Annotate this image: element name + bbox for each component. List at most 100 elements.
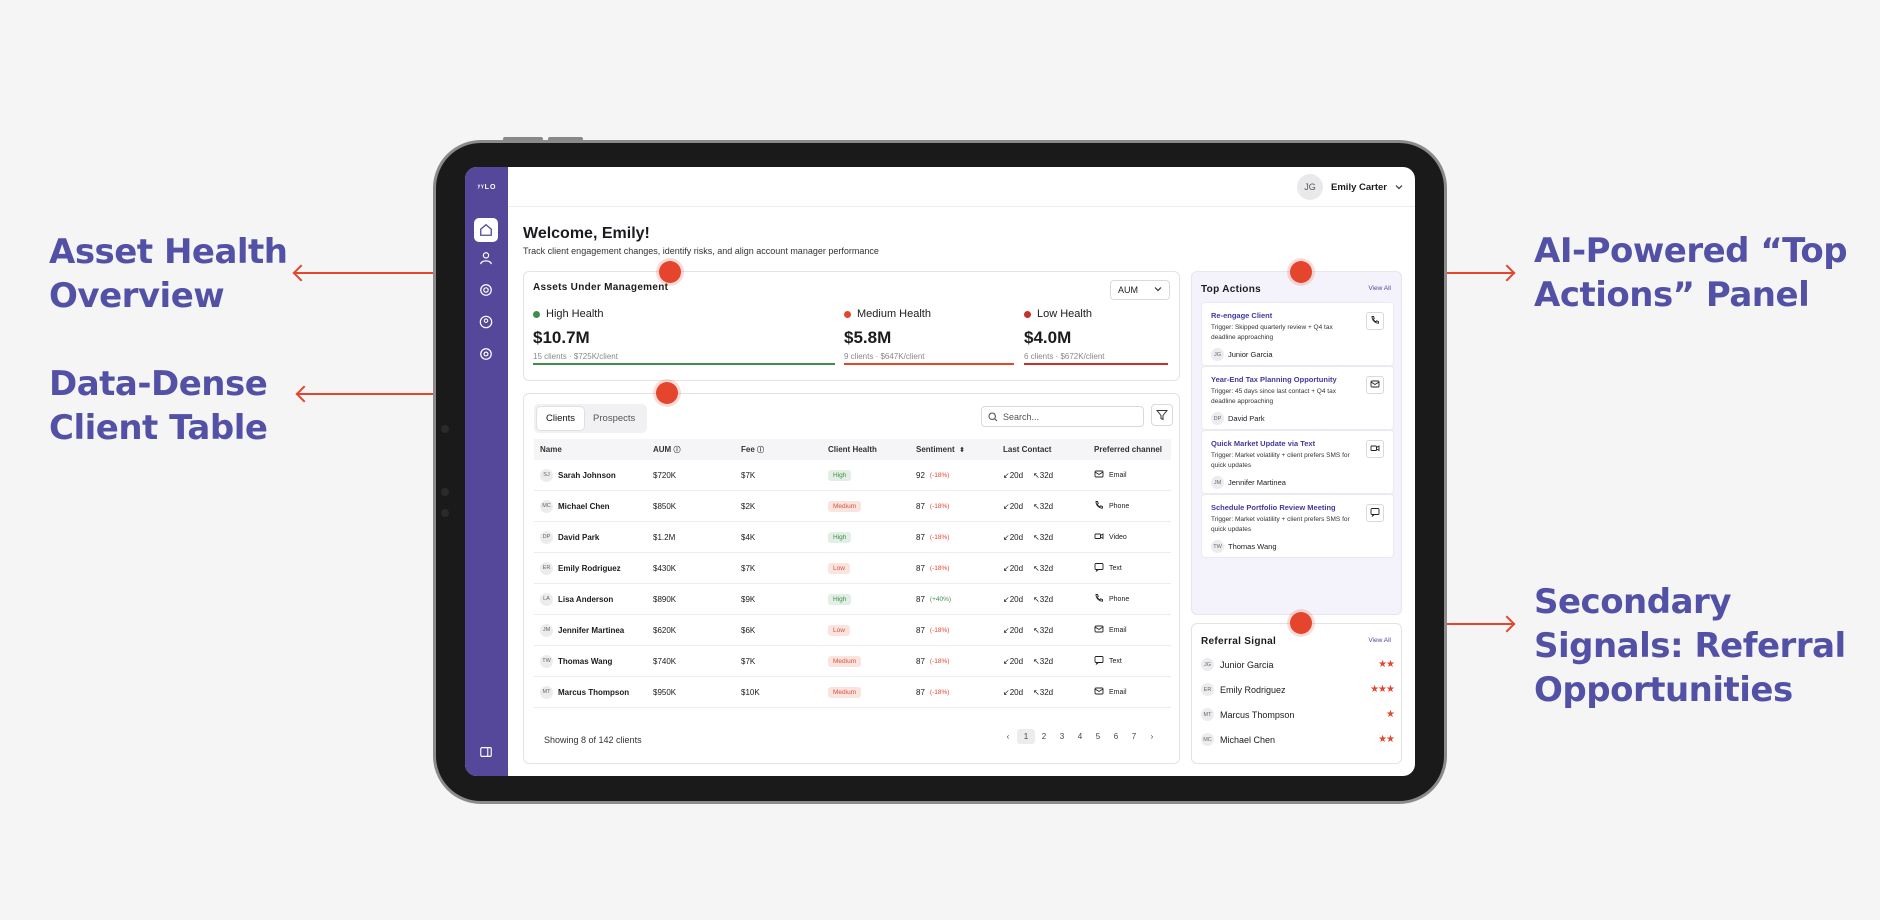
page-button[interactable]: 5: [1095, 732, 1101, 741]
page-button[interactable]: 6: [1113, 732, 1119, 741]
sentiment-score: 87: [916, 656, 925, 666]
callout-line: Secondary: [1534, 582, 1731, 622]
aum-dropdown[interactable]: AUM: [1110, 280, 1170, 300]
star-rating: ★: [1386, 709, 1395, 720]
nav-home[interactable]: [474, 218, 498, 242]
referral-item[interactable]: MT Marcus Thompson ★: [1201, 708, 1395, 721]
action-title[interactable]: Re-engage Client: [1211, 311, 1273, 320]
table-row[interactable]: MT Marcus Thompson $950K $10K Medium 87 (-18%)…: [534, 677, 1171, 708]
col-name[interactable]: Name: [540, 445, 562, 454]
page-button[interactable]: 4: [1077, 732, 1083, 741]
settings-icon: [480, 348, 492, 360]
next-page-button[interactable]: ›: [1150, 732, 1154, 741]
client-name-cell[interactable]: ER Emily Rodriguez: [540, 553, 621, 583]
fee-cell: $9K: [741, 594, 756, 604]
status-badge: High: [828, 469, 852, 481]
referral-panel: Referral Signal View All JG Junior Garcia…: [1191, 623, 1402, 764]
col-health[interactable]: Client Health: [828, 445, 877, 454]
referral-item[interactable]: ER Emily Rodriguez ★★★: [1201, 683, 1395, 696]
filter-button[interactable]: [1151, 404, 1173, 426]
action-channel-button[interactable]: [1366, 440, 1384, 458]
avatar: JM: [540, 623, 553, 637]
col-channel[interactable]: Preferred channel: [1094, 445, 1163, 454]
fee-cell: $7K: [741, 656, 756, 666]
app-screen: ʸᵞLO JG Emily Carter Welcome, Emily! Tra…: [465, 167, 1415, 776]
action-trigger: Trigger: 45 days since last contact + Q4…: [1211, 388, 1336, 405]
table-row[interactable]: LA Lisa Anderson $890K $9K High 87 (+40%) ↙20d ↖…: [534, 584, 1171, 615]
arrow-down-left-icon: ↙: [1003, 656, 1010, 666]
action-title[interactable]: Schedule Portfolio Review Meeting: [1211, 503, 1336, 512]
person-name: Junior Garcia: [1228, 350, 1273, 359]
last-contact-cell: ↙20d ↖32d: [1003, 615, 1053, 645]
table-row[interactable]: DP David Park $1.2M $4K High 87 (-18%) ↙20d ↖32d…: [534, 522, 1171, 553]
referral-name: Emily Rodriguez: [1220, 684, 1286, 695]
prev-page-button[interactable]: ‹: [1006, 732, 1010, 741]
client-name-cell[interactable]: DP David Park: [540, 522, 599, 552]
channel-cell: Email: [1094, 615, 1127, 645]
table-row[interactable]: TW Thomas Wang $740K $7K Medium 87 (-18%) ↙20d ↖…: [534, 646, 1171, 677]
action-channel-button[interactable]: [1366, 504, 1384, 522]
client-name-cell[interactable]: MC Michael Chen: [540, 491, 610, 521]
client-name-cell[interactable]: SJ Sarah Johnson: [540, 460, 616, 490]
arrow-up-left-icon: ↖: [1033, 563, 1040, 573]
table-row[interactable]: SJ Sarah Johnson $720K $7K High 92 (-18%) ↙20d ↖…: [534, 460, 1171, 491]
col-sentiment[interactable]: Sentiment ⬍: [916, 439, 965, 460]
aum-card: Assets Under Management AUM High Health …: [523, 271, 1180, 381]
page-button[interactable]: 3: [1059, 732, 1065, 741]
action-channel-button[interactable]: [1366, 312, 1384, 330]
page-button[interactable]: 1: [1017, 729, 1035, 744]
nav-collapse[interactable]: [474, 740, 498, 764]
client-name-cell[interactable]: LA Lisa Anderson: [540, 584, 613, 614]
nav-settings[interactable]: [474, 342, 498, 366]
arrow-left-icon: [295, 385, 313, 403]
action-card[interactable]: Year-End Tax Planning Opportunity Trigger…: [1201, 366, 1394, 430]
action-card[interactable]: Quick Market Update via Text Trigger: Mar…: [1201, 430, 1394, 494]
referral-item[interactable]: JG Junior Garcia ★★: [1201, 658, 1395, 671]
tab-prospects[interactable]: Prospects: [593, 413, 636, 424]
video-icon: [1370, 440, 1380, 458]
nav-clients[interactable]: [474, 246, 498, 270]
client-name-cell[interactable]: MT Marcus Thompson: [540, 677, 629, 707]
tablet-camera: [441, 425, 449, 433]
nav-profile[interactable]: [474, 310, 498, 334]
client-name: Jennifer Martinea: [558, 625, 625, 635]
col-fee[interactable]: Fee ⓘ: [741, 439, 764, 460]
action-trigger: Trigger: Skipped quarterly review + Q4 t…: [1211, 324, 1333, 341]
tab-clients[interactable]: Clients: [537, 407, 585, 430]
table-row[interactable]: JM Jennifer Martinea $620K $6K Low 87 (-18%) ↙2…: [534, 615, 1171, 646]
action-title[interactable]: Quick Market Update via Text: [1211, 439, 1316, 448]
health-meta: 15 clients · $725K/client: [533, 352, 618, 361]
arrow-down-left-icon: ↙: [1003, 563, 1010, 573]
view-all-link[interactable]: View All: [1368, 285, 1391, 292]
action-title[interactable]: Year-End Tax Planning Opportunity: [1211, 375, 1337, 384]
col-last-contact[interactable]: Last Contact: [1003, 445, 1052, 454]
arrow-up-left-icon: ↖: [1033, 501, 1040, 511]
action-trigger: Trigger: Market volatility + client pref…: [1211, 516, 1350, 533]
action-card[interactable]: Re-engage Client Trigger: Skipped quarter…: [1201, 302, 1394, 366]
target-icon: [480, 284, 492, 296]
user-menu[interactable]: JG Emily Carter: [1297, 174, 1403, 200]
client-name-cell[interactable]: JM Jennifer Martinea: [540, 615, 624, 645]
sentiment-score: 87: [916, 501, 925, 511]
filter-icon: [1156, 410, 1168, 421]
page-button[interactable]: 7: [1131, 732, 1137, 741]
inbound-contact: ↙20d: [1003, 657, 1023, 666]
search-input[interactable]: Search...: [981, 406, 1144, 427]
health-cell: High: [828, 460, 852, 490]
referral-item[interactable]: MC Michael Chen ★★: [1201, 733, 1395, 746]
action-channel-button[interactable]: [1366, 376, 1384, 394]
inbound-days: 20d: [1009, 594, 1024, 604]
col-aum[interactable]: AUM ⓘ: [653, 439, 680, 460]
view-all-link[interactable]: View All: [1368, 637, 1391, 644]
message-icon: [1370, 504, 1380, 522]
nav-targets[interactable]: [474, 278, 498, 302]
table-row[interactable]: ER Emily Rodriguez $430K $7K Low 87 (-18%) ↙20d…: [534, 553, 1171, 584]
health-value: $5.8M: [844, 328, 892, 347]
table-row[interactable]: MC Michael Chen $850K $2K Medium 87 (-18%) ↙20d…: [534, 491, 1171, 522]
page-button[interactable]: 2: [1041, 732, 1047, 741]
callout-line: Signals: Referral: [1534, 626, 1846, 666]
action-card[interactable]: Schedule Portfolio Review Meeting Trigger…: [1201, 494, 1394, 558]
aum-cell: $890K: [653, 594, 677, 604]
email-icon: [1370, 376, 1380, 394]
client-name-cell[interactable]: TW Thomas Wang: [540, 646, 612, 676]
